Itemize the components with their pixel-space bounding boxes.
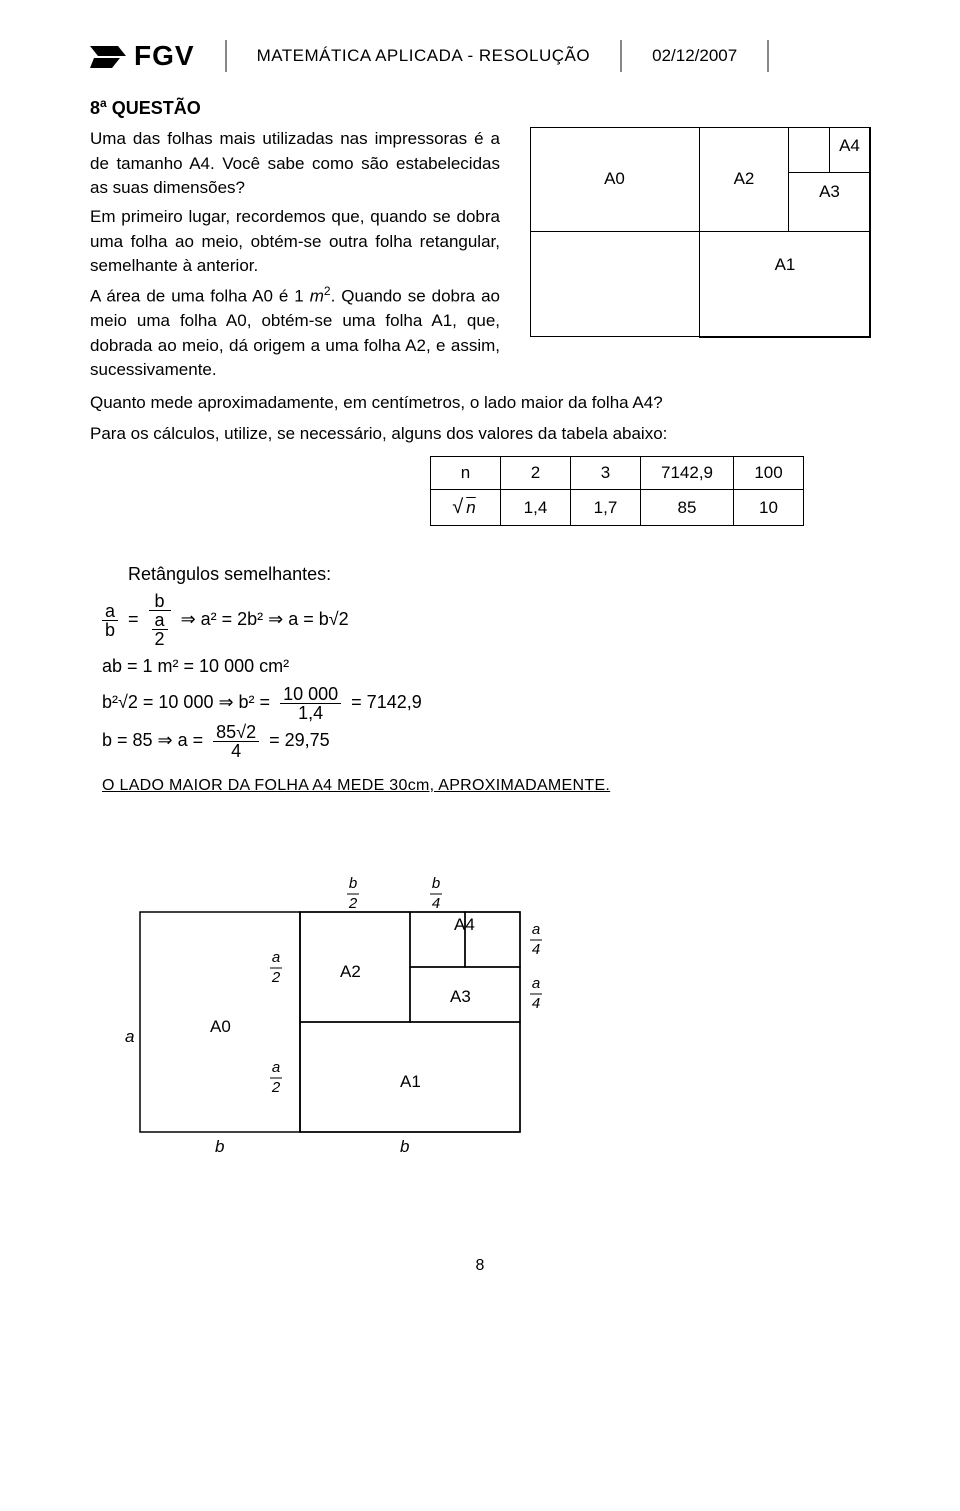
svg-text:4: 4 xyxy=(432,895,440,912)
cell-a3: A3 xyxy=(788,172,871,232)
page-header: FGV MATEMÁTICA APLICADA - RESOLUÇÃO 02/1… xyxy=(90,40,870,72)
doc-date: 02/12/2007 xyxy=(652,46,737,66)
svg-text:4: 4 xyxy=(532,941,540,958)
logo: FGV xyxy=(90,40,195,72)
label-a1: A1 xyxy=(775,255,796,275)
cell-a2: A2 xyxy=(699,127,789,232)
svg-text:a: a xyxy=(272,949,280,966)
n: 10 000 xyxy=(280,685,341,704)
doc-title: MATEMÁTICA APLICADA - RESOLUÇÃO xyxy=(257,46,591,66)
eq2: ab = 1 m² = 10 000 cm² xyxy=(102,648,870,684)
cell: 10 xyxy=(734,490,804,526)
eq3b: = 7142,9 xyxy=(351,692,422,712)
cell-a0: A0 xyxy=(530,127,700,232)
question-line4: Quanto mede aproximadamente, em centímet… xyxy=(90,391,870,416)
table-row: n 2 3 7142,9 100 xyxy=(431,457,804,490)
svg-text:A3: A3 xyxy=(450,987,471,1006)
svg-text:a: a xyxy=(532,921,540,938)
cell-a1: A1 xyxy=(699,231,871,338)
eq1-rhs: ⇒ a² = 2b² ⇒ a = b√2 xyxy=(181,609,349,629)
question-body: Uma das folhas mais utilizadas nas impre… xyxy=(90,127,500,383)
divider xyxy=(225,40,227,72)
logo-text: FGV xyxy=(134,40,195,72)
divider xyxy=(767,40,769,72)
question-label: QUESTÃO xyxy=(112,98,201,118)
d: 4 xyxy=(213,742,259,760)
th-n: n xyxy=(431,457,501,490)
cell: 1,7 xyxy=(571,490,641,526)
exp2: 2 xyxy=(324,284,331,298)
solution-title: Retângulos semelhantes: xyxy=(128,556,870,592)
eq4a: b = 85 ⇒ a = xyxy=(102,730,203,750)
question-number: 8 xyxy=(90,98,100,118)
final-answer: O LADO MAIOR DA FOLHA A4 MEDE 30cm, APRO… xyxy=(102,770,870,802)
svg-text:A1: A1 xyxy=(400,1072,421,1091)
cell: 2 xyxy=(501,457,571,490)
eq4b: = 29,75 xyxy=(269,730,330,750)
n: a xyxy=(152,611,168,630)
page-number: 8 xyxy=(90,1257,870,1275)
figure-svg: A0 a b A1 b A2 A3 A4 a 2 a xyxy=(100,852,620,1172)
cell-a4-box xyxy=(829,127,871,173)
svg-text:a: a xyxy=(125,1027,134,1046)
question-ordinal: a xyxy=(100,96,107,110)
eq1: ab = ba2 ⇒ a² = 2b² ⇒ a = b√2 xyxy=(102,592,870,648)
svg-text:4: 4 xyxy=(532,995,540,1012)
n: 85√2 xyxy=(213,723,259,742)
svg-text:2: 2 xyxy=(271,1079,281,1096)
cell: 7142,9 xyxy=(641,457,734,490)
svg-text:A2: A2 xyxy=(340,962,361,981)
solution: Retângulos semelhantes: ab = ba2 ⇒ a² = … xyxy=(102,556,870,802)
table-row: √n 1,4 1,7 85 10 xyxy=(431,490,804,526)
label-a0: A0 xyxy=(604,169,625,189)
label-a3: A3 xyxy=(819,182,840,202)
svg-text:2: 2 xyxy=(348,895,358,912)
th-rootn: √n xyxy=(431,490,501,526)
para1: Uma das folhas mais utilizadas nas impre… xyxy=(90,127,500,201)
frac-den: a2 xyxy=(149,611,171,648)
eq3: b²√2 = 10 000 ⇒ b² = 10 0001,4 = 7142,9 xyxy=(102,684,870,722)
svg-text:b: b xyxy=(400,1137,409,1156)
m-symbol: m xyxy=(310,287,324,306)
frac-den: b xyxy=(102,621,118,639)
svg-text:b: b xyxy=(349,875,357,892)
cell: 1,4 xyxy=(501,490,571,526)
question-title: 8a QUESTÃO xyxy=(90,96,870,119)
svg-text:b: b xyxy=(432,875,440,892)
cell: 100 xyxy=(734,457,804,490)
eq3a: b²√2 = 10 000 ⇒ b² = xyxy=(102,692,270,712)
para3: A área de uma folha A0 é 1 m2. Quando se… xyxy=(90,283,500,383)
eq4: b = 85 ⇒ a = 85√24 = 29,75 xyxy=(102,722,870,760)
d: 2 xyxy=(152,630,168,648)
label-a2: A2 xyxy=(734,169,755,189)
cell: 3 xyxy=(571,457,641,490)
dimension-figure: A0 a b A1 b A2 A3 A4 a 2 a xyxy=(100,852,870,1177)
frac-num: b xyxy=(149,592,171,611)
frac-num: a xyxy=(102,602,118,621)
para3a: A área de uma folha A0 é 1 xyxy=(90,287,310,306)
svg-text:A0: A0 xyxy=(210,1017,231,1036)
svg-text:a: a xyxy=(532,975,540,992)
para2: Em primeiro lugar, recordemos que, quand… xyxy=(90,205,500,279)
svg-text:2: 2 xyxy=(271,969,281,986)
svg-text:b: b xyxy=(215,1137,224,1156)
svg-text:a: a xyxy=(272,1059,280,1076)
root-n: n xyxy=(463,498,478,517)
question-line5: Para os cálculos, utilize, se necessário… xyxy=(90,422,870,447)
divider xyxy=(620,40,622,72)
paper-diagram: A0 A2 A4 A3 A1 xyxy=(530,127,870,337)
values-table: n 2 3 7142,9 100 √n 1,4 1,7 85 10 xyxy=(430,456,804,526)
cell: 85 xyxy=(641,490,734,526)
d: 1,4 xyxy=(280,704,341,722)
logo-mark-icon xyxy=(90,42,126,70)
